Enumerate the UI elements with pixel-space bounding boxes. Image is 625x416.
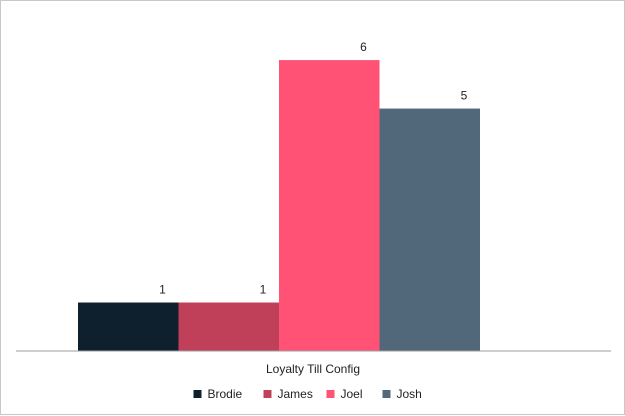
legend-item-joel: Joel	[326, 387, 363, 401]
legend-item-josh: Josh	[382, 387, 422, 401]
bar-james	[178, 302, 279, 351]
legend-item-brodie: Brodie	[193, 387, 243, 401]
legend-swatch-brodie	[193, 390, 202, 398]
value-labels-group: 1 1 6 5	[159, 40, 468, 296]
legend-label-josh: Josh	[397, 387, 422, 401]
legend-swatch-james	[263, 390, 272, 398]
legend-item-james: James	[263, 387, 313, 401]
legend: Brodie James Joel Josh	[193, 387, 422, 401]
legend-label-james: James	[278, 387, 313, 401]
legend-label-brodie: Brodie	[208, 387, 243, 401]
value-label-joel: 6	[360, 40, 367, 54]
bar-joel	[279, 60, 380, 351]
category-label: Loyalty Till Config	[266, 362, 360, 376]
bar-josh	[379, 108, 480, 351]
bars-group	[78, 60, 480, 351]
legend-label-joel: Joel	[341, 387, 363, 401]
legend-swatch-josh	[382, 390, 391, 398]
legend-swatch-joel	[326, 390, 335, 398]
value-label-josh: 5	[461, 89, 468, 103]
bar-brodie	[78, 302, 179, 351]
value-label-brodie: 1	[159, 283, 166, 297]
value-label-james: 1	[260, 283, 267, 297]
